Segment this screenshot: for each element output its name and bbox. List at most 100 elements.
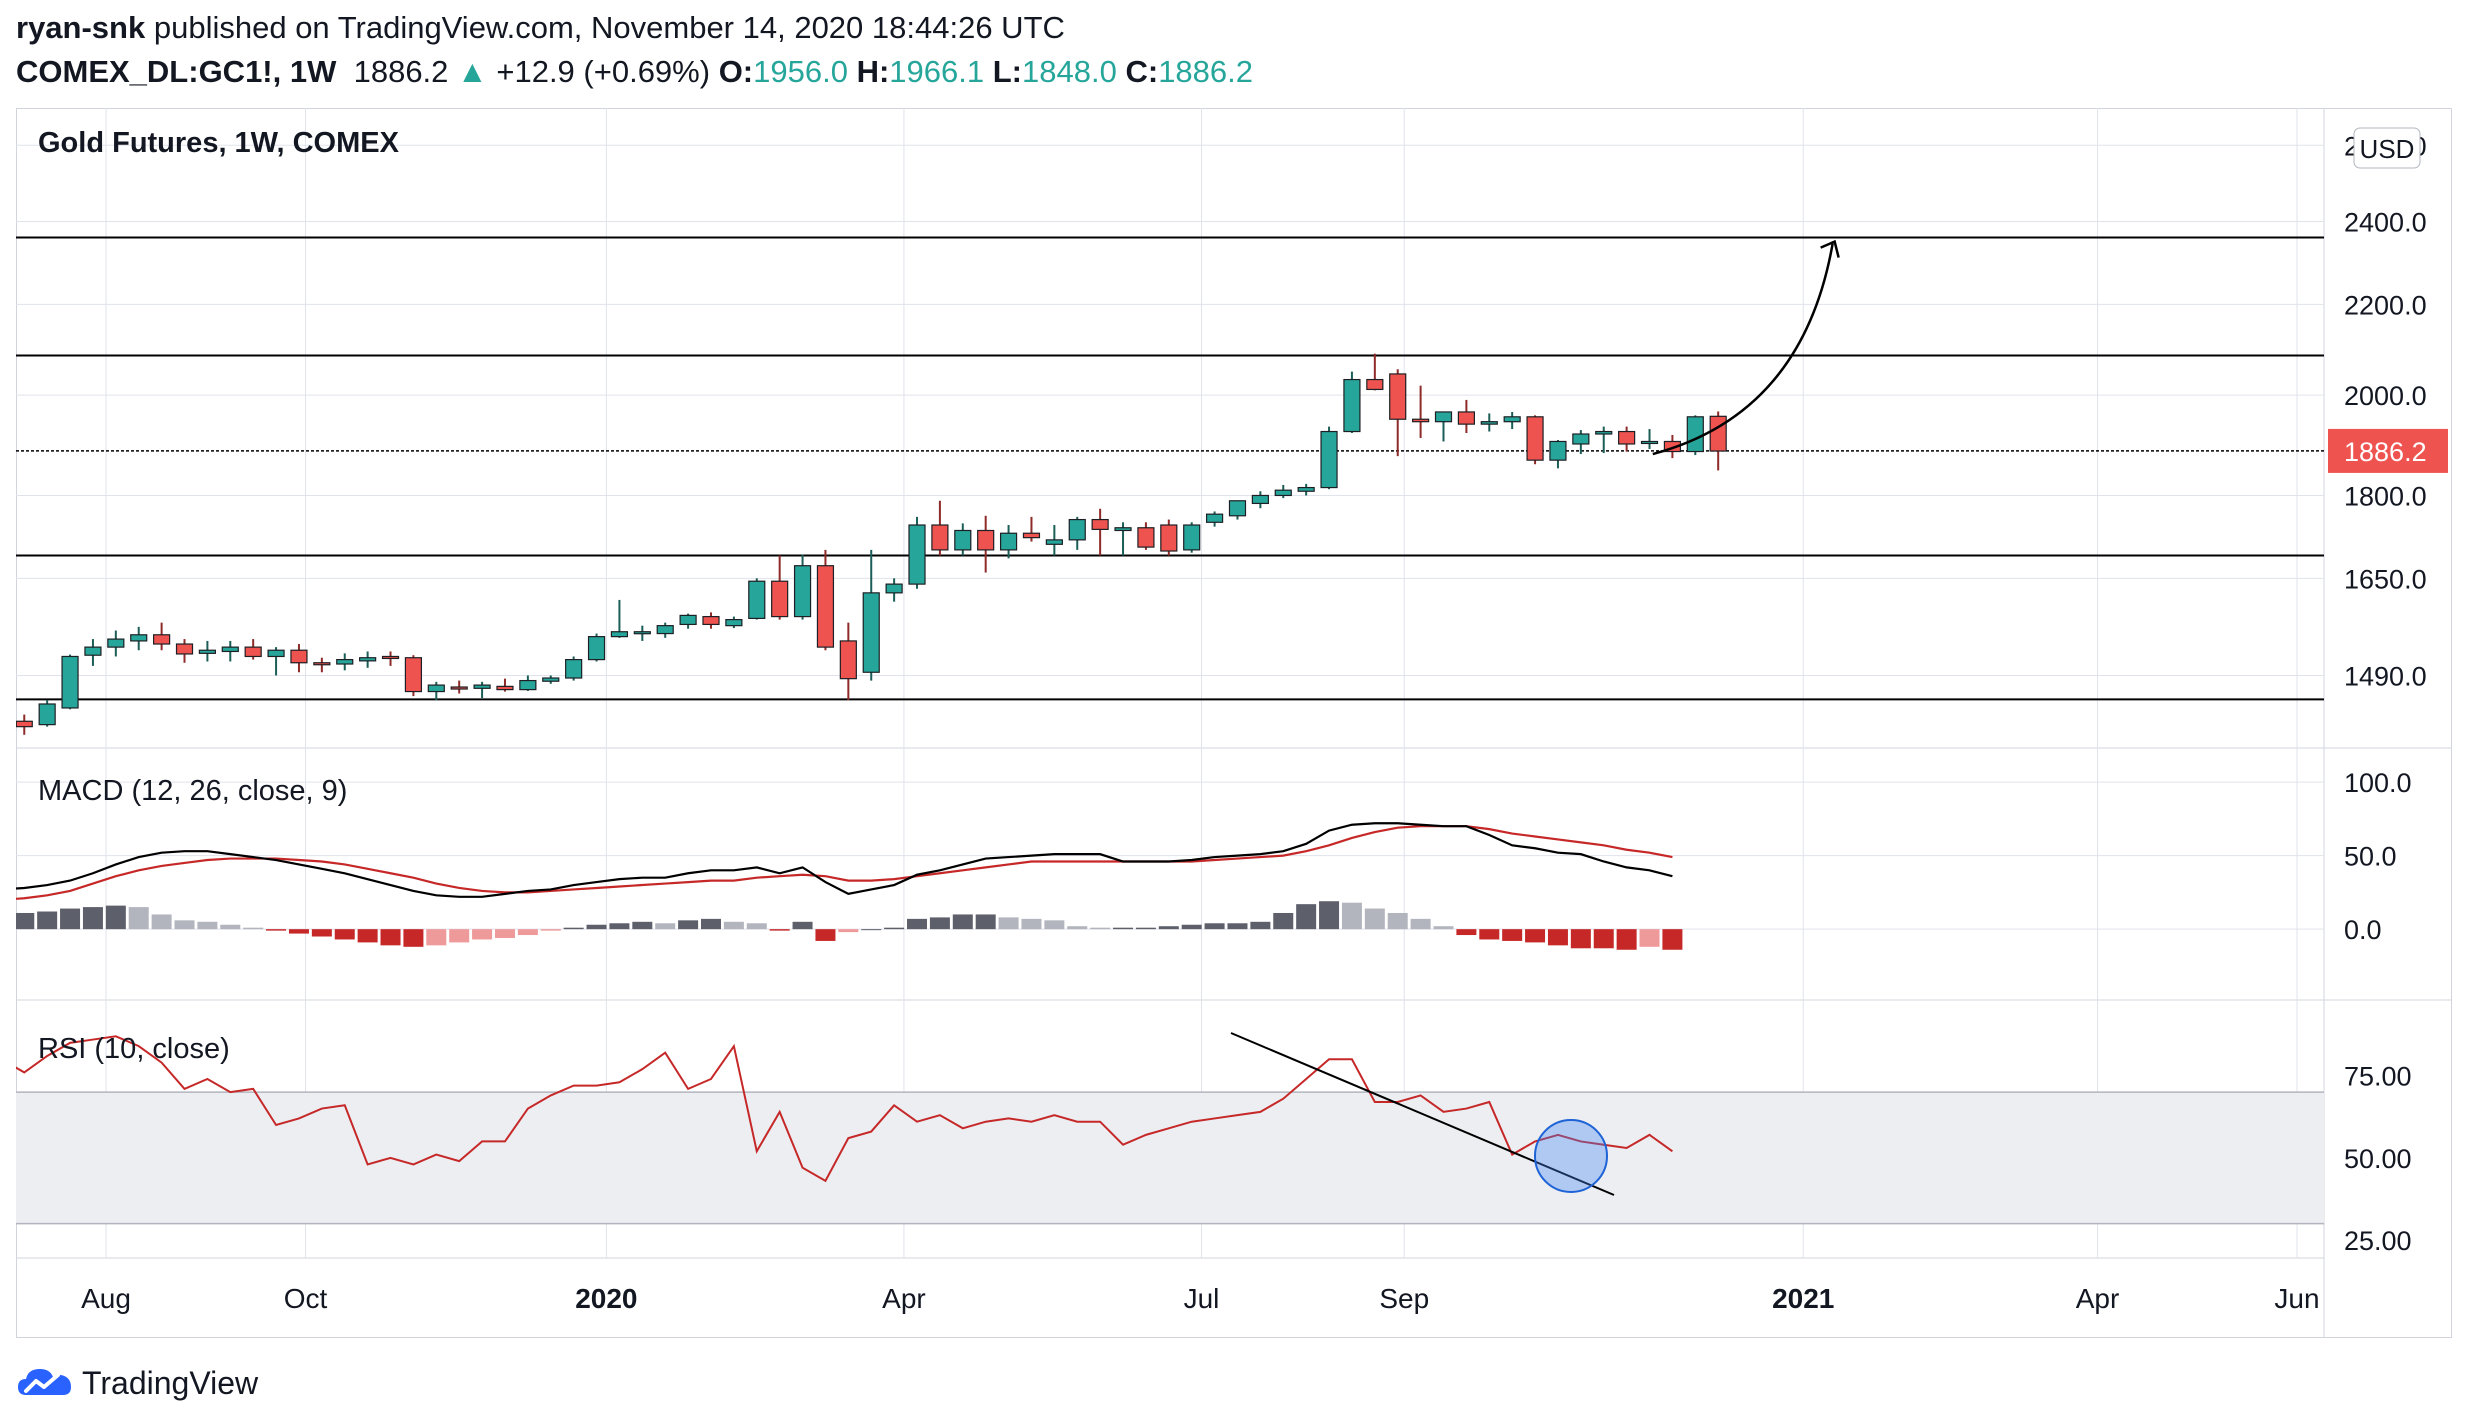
macd-histogram-bar <box>220 924 241 930</box>
time-tick-label: Sep <box>1379 1283 1429 1314</box>
candle <box>473 684 491 689</box>
candle <box>702 615 720 626</box>
candle <box>885 583 903 594</box>
macd-histogram-bar <box>700 918 721 930</box>
chart-canvas[interactable]: 2600.02400.02200.02000.01800.01650.01490… <box>16 108 2452 1338</box>
candle <box>725 619 743 627</box>
currency-badge <box>2353 127 2421 169</box>
time-tick-label: Aug <box>81 1283 131 1314</box>
rsi-trendline <box>1230 1032 1615 1196</box>
tradingview-logo[interactable]: TradingView <box>16 1358 258 1408</box>
macd-histogram-bar <box>472 929 493 940</box>
macd-histogram-bar <box>311 929 332 937</box>
candle <box>999 532 1018 551</box>
candle <box>496 685 514 691</box>
macd-histogram-bar <box>426 929 447 946</box>
macd-histogram-bar <box>746 923 767 930</box>
candle <box>656 625 674 635</box>
macd-histogram-bar <box>151 914 172 930</box>
projection-arrowhead <box>1820 239 1840 258</box>
macd-histogram-bar <box>1616 929 1637 950</box>
candle <box>1160 524 1178 552</box>
macd-histogram-bar <box>494 929 515 938</box>
macd-tick-label: 0.0 <box>2344 915 2382 945</box>
macd-histogram-bar <box>1296 904 1317 930</box>
macd-histogram-bar <box>586 924 607 930</box>
candle <box>793 565 812 618</box>
candle <box>381 655 400 660</box>
time-tick-label: Jun <box>2274 1283 2319 1314</box>
up-arrow-icon: ▲ <box>457 54 488 89</box>
macd-histogram-bar <box>861 929 882 931</box>
candle <box>130 634 148 642</box>
macd-histogram-bar <box>1364 908 1385 930</box>
low-label: L: <box>992 54 1023 89</box>
candle <box>359 657 377 662</box>
macd-histogram-bar <box>952 914 973 930</box>
last-price-label: 1886.2 <box>2344 437 2427 467</box>
time-tick-label: Apr <box>882 1283 926 1314</box>
time-tick-label: 2021 <box>1772 1283 1834 1314</box>
candle <box>1412 418 1430 423</box>
macd-histogram-bar <box>1319 901 1340 930</box>
price-tick-label: 1800.0 <box>2344 481 2427 511</box>
candle <box>1183 524 1201 551</box>
macd-histogram-bar <box>769 929 790 931</box>
candle <box>1297 486 1315 492</box>
macd-histogram-bar <box>792 921 813 930</box>
candle <box>38 703 56 726</box>
macd-histogram-bar <box>1593 929 1614 949</box>
macd-histogram-bar <box>37 911 58 930</box>
macd-histogram-bar <box>403 929 424 947</box>
candle <box>1549 440 1567 461</box>
macd-histogram-bar <box>1158 926 1179 930</box>
macd-histogram-bar <box>243 927 264 930</box>
candle <box>107 638 125 648</box>
candle <box>1618 430 1636 445</box>
author-name[interactable]: ryan-snk <box>16 10 146 45</box>
chart-frame[interactable]: 2600.02400.02200.02000.01800.01650.01490… <box>16 108 2452 1338</box>
macd-histogram-bar <box>1021 918 1042 930</box>
macd-histogram-bar <box>334 929 355 940</box>
macd-histogram-bar <box>105 905 126 930</box>
macd-histogram-bar <box>82 907 103 930</box>
candle <box>1343 378 1361 433</box>
macd-histogram-bar <box>288 929 309 934</box>
candle <box>748 580 766 619</box>
candle <box>290 649 308 664</box>
rsi-tick-label: 50.00 <box>2344 1144 2412 1174</box>
candle <box>1251 494 1269 505</box>
low-value: 1848.0 <box>1022 54 1117 89</box>
candle <box>1686 416 1704 453</box>
rsi-band <box>16 1092 2324 1224</box>
ohlc-info: COMEX_DL:GC1!, 1W 1886.2 ▲ +12.9 (+0.69%… <box>16 54 1253 90</box>
macd-histogram-bar <box>1135 927 1156 930</box>
price-tick-label: 2400.0 <box>2344 208 2427 238</box>
last-price-badge <box>2328 428 2448 473</box>
macd-histogram-bar <box>1639 929 1660 947</box>
rsi-tick-label: 25.00 <box>2344 1226 2412 1256</box>
macd-histogram-bar <box>1547 929 1568 946</box>
high-value: 1966.1 <box>889 54 985 89</box>
symbol-label: COMEX_DL:GC1!, 1W <box>16 54 337 89</box>
macd-histogram-bar <box>563 927 584 930</box>
macd-line <box>16 822 1673 898</box>
candle <box>1595 430 1613 435</box>
time-tick-label: Jul <box>1184 1283 1220 1314</box>
currency-label: USD <box>2360 134 2415 164</box>
open-label: O: <box>718 54 754 89</box>
high-label: H: <box>856 54 890 89</box>
macd-histogram-bar <box>1341 902 1362 930</box>
candle <box>1366 378 1384 391</box>
candle <box>336 659 354 665</box>
candle <box>816 565 835 648</box>
candle <box>1022 532 1041 539</box>
rsi-highlight-circle <box>1534 1119 1608 1193</box>
time-tick-label: 2020 <box>575 1283 637 1314</box>
candle <box>267 649 285 658</box>
close-label: C: <box>1125 54 1159 89</box>
chart-title: Gold Futures, 1W, COMEX <box>38 127 400 159</box>
tradingview-brand: TradingView <box>82 1364 259 1401</box>
candle <box>175 643 194 655</box>
candle <box>954 529 972 551</box>
